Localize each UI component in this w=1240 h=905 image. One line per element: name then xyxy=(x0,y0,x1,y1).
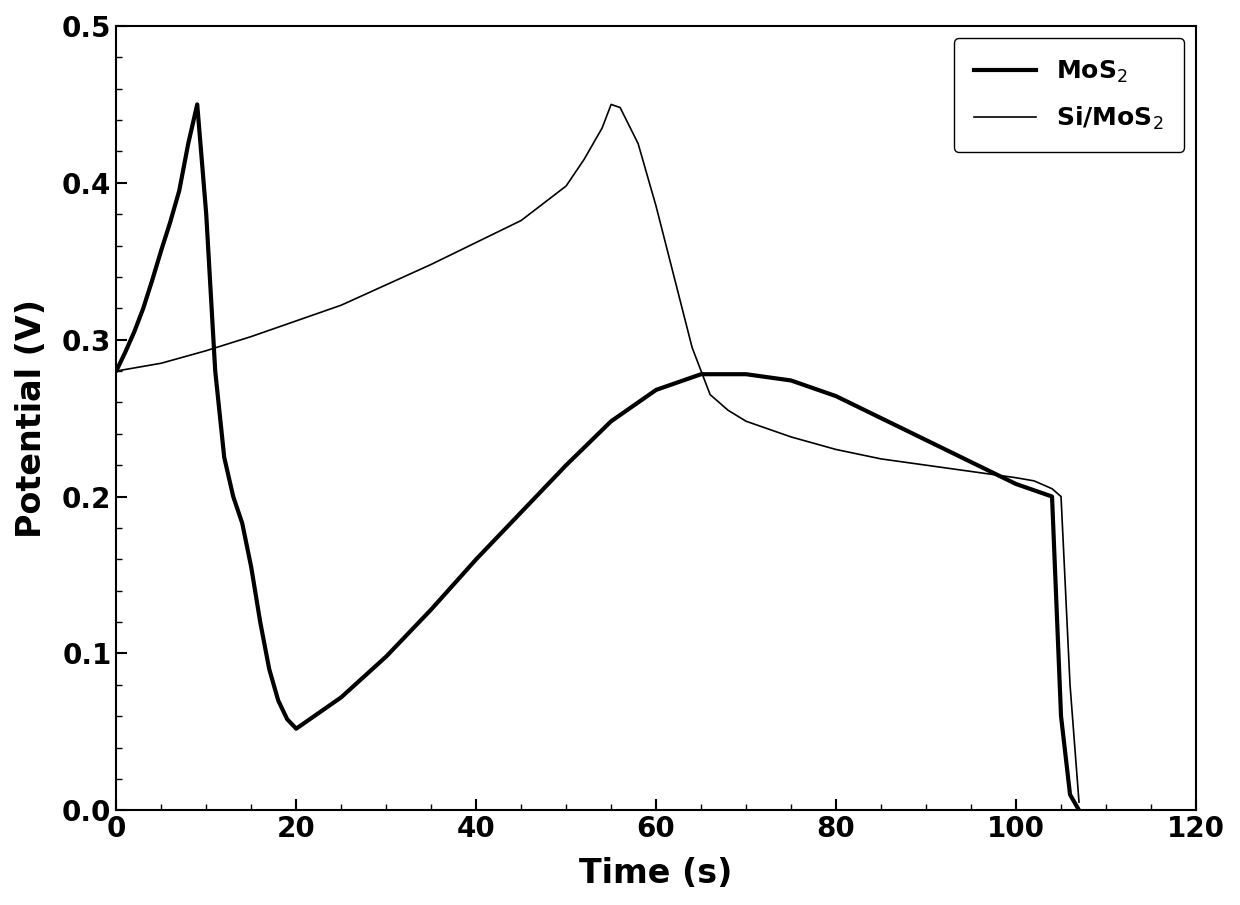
Si/MoS$_2$ xyxy=(828,444,843,455)
Si/MoS$_2$ xyxy=(720,405,735,415)
MoS$_2$ xyxy=(280,714,295,725)
MoS$_2$ xyxy=(693,368,708,379)
MoS$_2$ xyxy=(1071,805,1086,815)
MoS$_2$ xyxy=(136,303,151,314)
MoS$_2$ xyxy=(118,347,133,357)
MoS$_2$ xyxy=(378,651,393,662)
Si/MoS$_2$ xyxy=(739,415,754,426)
MoS$_2$ xyxy=(919,434,934,445)
Si/MoS$_2$ xyxy=(1008,472,1023,483)
MoS$_2$ xyxy=(604,415,619,426)
Si/MoS$_2$ xyxy=(109,366,124,376)
Si/MoS$_2$ xyxy=(154,357,169,368)
MoS$_2$ xyxy=(784,375,799,386)
Si/MoS$_2$ xyxy=(378,280,393,291)
Line: Si/MoS$_2$: Si/MoS$_2$ xyxy=(117,104,1079,803)
Si/MoS$_2$ xyxy=(334,300,348,310)
MoS$_2$ xyxy=(109,366,124,376)
MoS$_2$ xyxy=(289,723,304,734)
MoS$_2$ xyxy=(244,562,259,573)
Si/MoS$_2$ xyxy=(424,259,439,270)
MoS$_2$ xyxy=(234,518,249,529)
Si/MoS$_2$ xyxy=(289,316,304,327)
MoS$_2$ xyxy=(198,209,213,220)
MoS$_2$ xyxy=(172,186,187,196)
Si/MoS$_2$ xyxy=(469,237,484,248)
Line: MoS$_2$: MoS$_2$ xyxy=(117,104,1079,810)
MoS$_2$ xyxy=(469,554,484,565)
Si/MoS$_2$ xyxy=(784,432,799,443)
Si/MoS$_2$ xyxy=(198,345,213,356)
Si/MoS$_2$ xyxy=(595,122,610,133)
MoS$_2$ xyxy=(739,368,754,379)
MoS$_2$ xyxy=(190,99,205,110)
MoS$_2$ xyxy=(963,457,978,468)
Si/MoS$_2$ xyxy=(919,460,934,471)
Si/MoS$_2$ xyxy=(963,466,978,477)
Si/MoS$_2$ xyxy=(667,272,682,282)
Si/MoS$_2$ xyxy=(1063,680,1078,691)
MoS$_2$ xyxy=(162,216,177,227)
Si/MoS$_2$ xyxy=(1027,475,1042,486)
MoS$_2$ xyxy=(559,460,574,471)
MoS$_2$ xyxy=(270,695,285,706)
Si/MoS$_2$ xyxy=(649,201,663,212)
Legend: MoS$_2$, Si/MoS$_2$: MoS$_2$, Si/MoS$_2$ xyxy=(954,39,1183,152)
MoS$_2$ xyxy=(513,507,528,518)
MoS$_2$ xyxy=(828,391,843,402)
Si/MoS$_2$ xyxy=(1044,483,1059,494)
MoS$_2$ xyxy=(1008,479,1023,490)
MoS$_2$ xyxy=(181,138,196,149)
Si/MoS$_2$ xyxy=(703,389,718,400)
Si/MoS$_2$ xyxy=(874,453,889,464)
Si/MoS$_2$ xyxy=(513,215,528,226)
Si/MoS$_2$ xyxy=(1071,797,1086,808)
MoS$_2$ xyxy=(126,327,141,338)
MoS$_2$ xyxy=(226,491,241,502)
MoS$_2$ xyxy=(154,245,169,256)
Si/MoS$_2$ xyxy=(244,331,259,342)
MoS$_2$ xyxy=(1044,491,1059,502)
Si/MoS$_2$ xyxy=(577,154,591,165)
Si/MoS$_2$ xyxy=(613,102,627,113)
MoS$_2$ xyxy=(1054,710,1069,721)
MoS$_2$ xyxy=(874,413,889,424)
X-axis label: Time (s): Time (s) xyxy=(579,857,733,890)
MoS$_2$ xyxy=(208,366,223,376)
Si/MoS$_2$ xyxy=(631,138,646,149)
Si/MoS$_2$ xyxy=(1054,491,1069,502)
MoS$_2$ xyxy=(334,692,348,703)
Si/MoS$_2$ xyxy=(604,99,619,110)
MoS$_2$ xyxy=(1063,789,1078,800)
Si/MoS$_2$ xyxy=(684,342,699,353)
MoS$_2$ xyxy=(145,274,160,285)
MoS$_2$ xyxy=(262,663,277,674)
MoS$_2$ xyxy=(424,604,439,614)
MoS$_2$ xyxy=(217,452,232,462)
Y-axis label: Potential (V): Potential (V) xyxy=(15,299,48,538)
MoS$_2$ xyxy=(649,385,663,395)
MoS$_2$ xyxy=(253,616,268,627)
Si/MoS$_2$ xyxy=(559,181,574,192)
